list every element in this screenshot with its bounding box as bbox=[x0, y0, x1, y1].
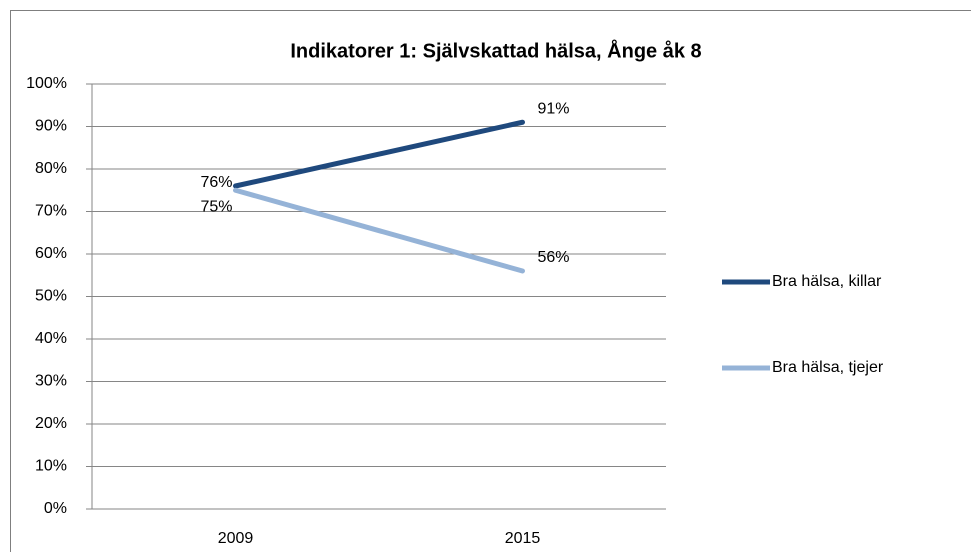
y-tick-label: 20% bbox=[35, 415, 67, 432]
legend-label: Bra hälsa, tjejer bbox=[772, 359, 884, 376]
y-tick-label: 60% bbox=[35, 245, 67, 262]
y-tick-label: 10% bbox=[35, 458, 67, 475]
data-label: 56% bbox=[538, 249, 570, 266]
chart-border bbox=[10, 10, 971, 552]
x-tick-label: 2015 bbox=[505, 530, 541, 547]
legend-label: Bra hälsa, killar bbox=[772, 273, 882, 290]
data-label: 76% bbox=[200, 174, 232, 191]
y-tick-label: 50% bbox=[35, 288, 67, 305]
y-tick-label: 70% bbox=[35, 203, 67, 220]
series-line bbox=[233, 119, 525, 189]
y-tick-label: 90% bbox=[35, 118, 67, 135]
y-tick-label: 40% bbox=[35, 330, 67, 347]
x-tick-label: 2009 bbox=[218, 530, 254, 547]
y-tick-label: 30% bbox=[35, 373, 67, 390]
y-tick-label: 100% bbox=[26, 75, 67, 92]
y-tick-label: 80% bbox=[35, 160, 67, 177]
data-label: 91% bbox=[538, 100, 570, 117]
series-line bbox=[233, 187, 525, 274]
data-label: 75% bbox=[200, 198, 232, 215]
chart-title: Indikatorer 1: Självskattad hälsa, Ånge … bbox=[290, 38, 701, 62]
y-tick-label: 0% bbox=[44, 500, 67, 517]
